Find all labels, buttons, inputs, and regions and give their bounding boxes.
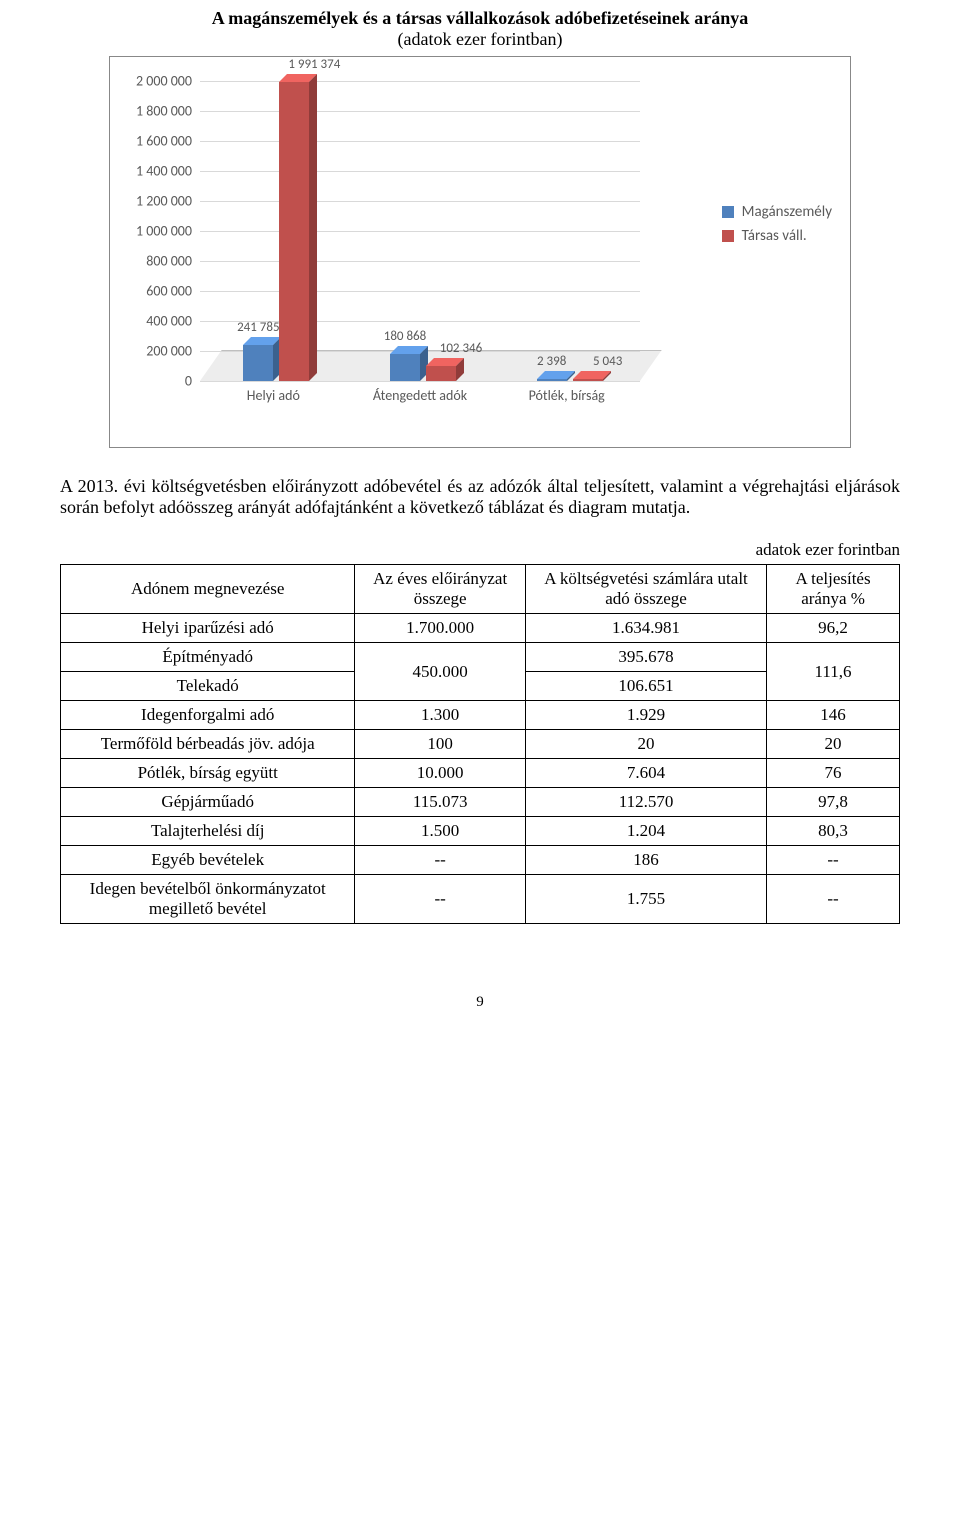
plot-area: 0200 000400 000600 000800 0001 000 0001 …: [200, 81, 640, 381]
chart-title: A magánszemélyek és a társas vállalkozás…: [60, 8, 900, 29]
cell-label: Idegen bevételből önkormányzatot megille…: [61, 875, 355, 924]
data-label: 5 043: [593, 354, 622, 369]
cell-label: Termőföld bérbeadás jöv. adója: [61, 730, 355, 759]
cell-num: 1.500: [355, 817, 526, 846]
table-row: Pótlék, bírság együtt 10.000 7.604 76: [61, 759, 900, 788]
cell-num: 100: [355, 730, 526, 759]
cell-num: 20: [767, 730, 900, 759]
data-label: 180 868: [384, 329, 426, 344]
bar-chart: 0 200 000 400 000 600 000 800 000 1 000 000 1 …: [109, 56, 851, 448]
y-tick-label: 1 800 000: [136, 103, 192, 120]
x-tick-label: Helyi adó: [200, 387, 347, 404]
legend-item: Társas váll.: [722, 227, 832, 245]
data-label: 241 785: [237, 320, 279, 335]
cell-num: 97,8: [767, 788, 900, 817]
page-number: 9: [60, 994, 900, 1011]
cell-label: Telekadó: [61, 672, 355, 701]
table-caption: adatok ezer forintban: [60, 540, 900, 560]
y-tick-label: 1 200 000: [136, 193, 192, 210]
cell-label: Talajterhelési díj: [61, 817, 355, 846]
cell-label: Építményadó: [61, 643, 355, 672]
cell-label: Egyéb bevételek: [61, 846, 355, 875]
bar: [243, 345, 273, 381]
th-paid: A költségvetési számlára utalt adó össze…: [525, 565, 766, 614]
y-tick-label: 800 000: [146, 253, 192, 270]
cell-num: --: [355, 875, 526, 924]
x-tick-label: Átengedett adók: [347, 387, 494, 404]
chart-legend: Magánszemély Társas váll.: [722, 197, 832, 251]
th-name: Adónem megnevezése: [61, 565, 355, 614]
cell-num: 76: [767, 759, 900, 788]
cell-num: 1.300: [355, 701, 526, 730]
y-tick-label: 600 000: [146, 283, 192, 300]
chart-subtitle: (adatok ezer forintban): [60, 29, 900, 50]
y-tick-label: 1 600 000: [136, 133, 192, 150]
cell-num: --: [767, 875, 900, 924]
cell-num: 10.000: [355, 759, 526, 788]
table-row: Idegenforgalmi adó 1.300 1.929 146: [61, 701, 900, 730]
cell-label: Gépjárműadó: [61, 788, 355, 817]
page-container: A magánszemélyek és a társas vállalkozás…: [0, 8, 960, 1051]
data-table: Adónem megnevezése Az éves előirányzat ö…: [60, 564, 900, 924]
y-tick-label: 400 000: [146, 313, 192, 330]
table-row: Helyi iparűzési adó 1.700.000 1.634.981 …: [61, 614, 900, 643]
th-ratio: A teljesítés aránya %: [767, 565, 900, 614]
th-budget: Az éves előirányzat összege: [355, 565, 526, 614]
x-tick-label: Pótlék, bírság: [493, 387, 640, 404]
legend-swatch: [722, 230, 734, 242]
legend-swatch: [722, 206, 734, 218]
table-row: Idegen bevételből önkormányzatot megille…: [61, 875, 900, 924]
x-axis-labels: Helyi adóÁtengedett adókPótlék, bírság: [200, 387, 640, 404]
cell-num: 112.570: [525, 788, 766, 817]
cell-num: 106.651: [525, 672, 766, 701]
bar: [573, 379, 603, 381]
legend-item: Magánszemély: [722, 203, 832, 221]
cell-label: Idegenforgalmi adó: [61, 701, 355, 730]
y-tick-label: 2 000 000: [136, 73, 192, 90]
cell-num: 146: [767, 701, 900, 730]
bar: [426, 366, 456, 381]
cell-num-merged: 450.000: [355, 643, 526, 701]
table-row: Építményadó 450.000 395.678 111,6: [61, 643, 900, 672]
cell-num: 186: [525, 846, 766, 875]
cell-num: 1.929: [525, 701, 766, 730]
cell-num: --: [355, 846, 526, 875]
data-label: 102 346: [440, 341, 482, 356]
data-label: 1 991 374: [288, 57, 340, 72]
legend-label: Társas váll.: [742, 227, 807, 245]
cell-num: 1.700.000: [355, 614, 526, 643]
table-row: Termőföld bérbeadás jöv. adója 100 20 20: [61, 730, 900, 759]
y-tick-label: 200 000: [146, 343, 192, 360]
y-tick-label: 1 400 000: [136, 163, 192, 180]
legend-label: Magánszemély: [742, 203, 832, 221]
y-tick-label: 0: [185, 373, 192, 390]
bar: [390, 354, 420, 381]
cell-num-merged: 111,6: [767, 643, 900, 701]
table-row: Talajterhelési díj 1.500 1.204 80,3: [61, 817, 900, 846]
cell-label: Pótlék, bírság együtt: [61, 759, 355, 788]
cell-num: 395.678: [525, 643, 766, 672]
table-header-row: Adónem megnevezése Az éves előirányzat ö…: [61, 565, 900, 614]
cell-label: Helyi iparűzési adó: [61, 614, 355, 643]
cell-num: 20: [525, 730, 766, 759]
bar: [537, 379, 567, 381]
bar: [279, 82, 309, 381]
cell-num: 96,2: [767, 614, 900, 643]
table-row: Egyéb bevételek -- 186 --: [61, 846, 900, 875]
cell-num: 115.073: [355, 788, 526, 817]
body-paragraph: A 2013. évi költségvetésben előirányzott…: [60, 476, 900, 518]
cell-num: 1.634.981: [525, 614, 766, 643]
table-row: Gépjárműadó 115.073 112.570 97,8: [61, 788, 900, 817]
cell-num: 7.604: [525, 759, 766, 788]
cell-num: 1.204: [525, 817, 766, 846]
cell-num: --: [767, 846, 900, 875]
y-tick-label: 1 000 000: [136, 223, 192, 240]
cell-num: 1.755: [525, 875, 766, 924]
cell-num: 80,3: [767, 817, 900, 846]
data-label: 2 398: [537, 354, 566, 369]
